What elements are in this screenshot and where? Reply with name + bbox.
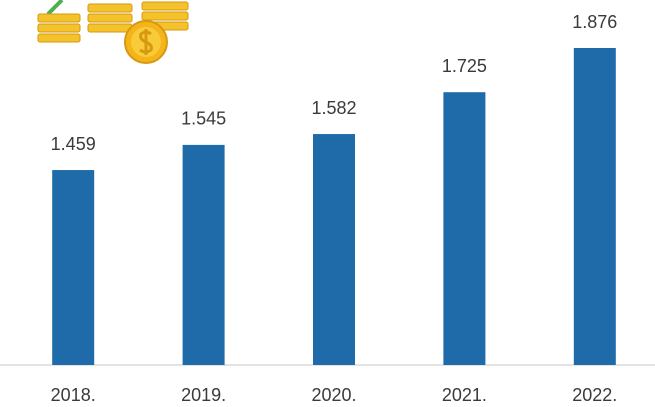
bar <box>183 145 225 365</box>
value-label: 1.725 <box>442 56 487 76</box>
bar <box>443 92 485 365</box>
x-tick-label: 2018. <box>51 385 96 405</box>
value-label: 1.459 <box>51 134 96 154</box>
bar <box>52 170 94 365</box>
coin-icon <box>38 0 188 63</box>
x-tick-label: 2022. <box>572 385 617 405</box>
page: 2018. 1.459 2019. 1.545 2020. 1.582 2021. 1.725… <box>0 0 655 407</box>
chart: 2018. 1.459 2019. 1.545 2020. 1.582 2021. 1.725… <box>0 0 655 407</box>
value-label: 1.545 <box>181 109 226 129</box>
x-tick-label: 2019. <box>181 385 226 405</box>
value-label: 1.582 <box>311 98 356 118</box>
bar <box>313 134 355 365</box>
bar <box>574 48 616 365</box>
x-tick-label: 2020. <box>311 385 356 405</box>
x-tick-label: 2021. <box>442 385 487 405</box>
value-label: 1.876 <box>572 12 617 32</box>
